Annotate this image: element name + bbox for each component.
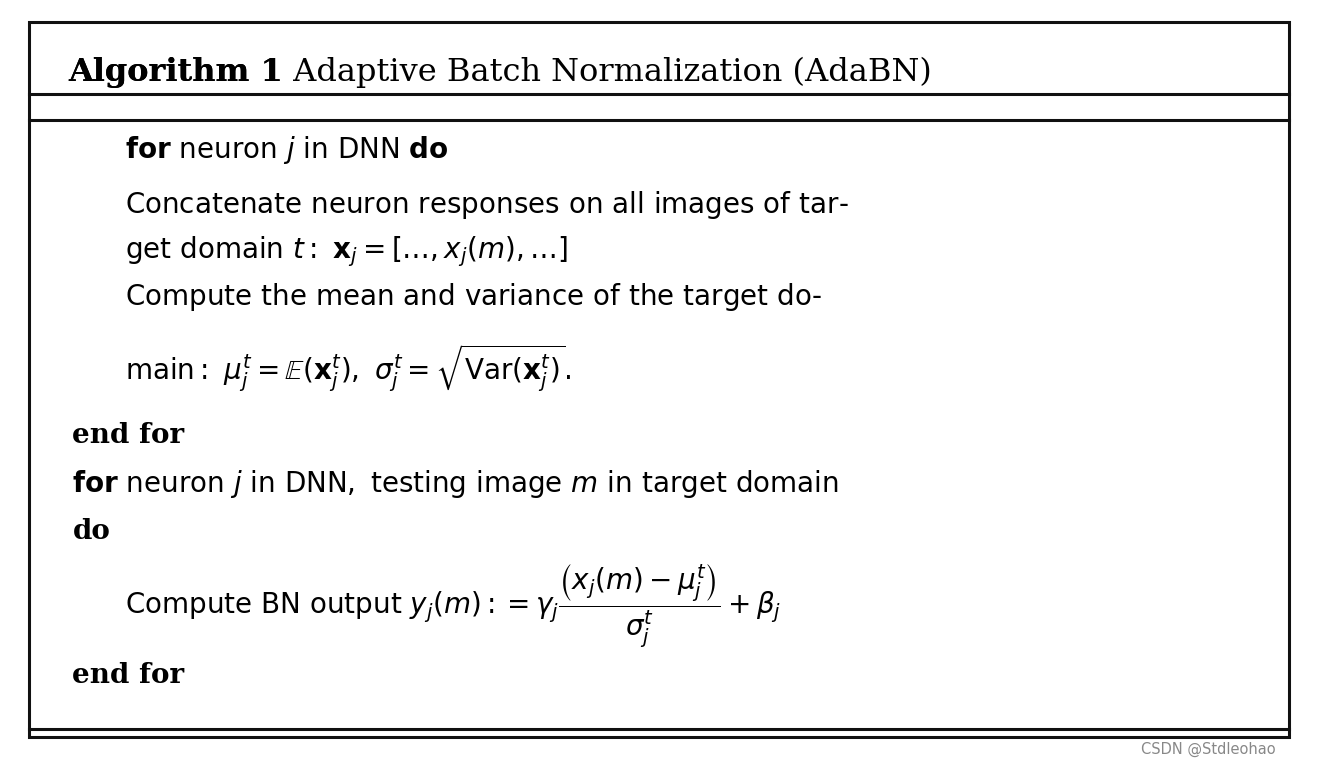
Text: Algorithm 1: Algorithm 1 xyxy=(69,57,283,87)
Text: $\mathrm{main:\ }\mu_j^t = \mathbb{E}(\mathbf{x}_j^t),\ \sigma_j^t = \sqrt{\math: $\mathrm{main:\ }\mu_j^t = \mathbb{E}(\m… xyxy=(125,343,572,395)
Text: end for: end for xyxy=(72,421,185,449)
FancyBboxPatch shape xyxy=(29,22,1289,737)
Text: $\mathrm{Compute\ BN\ output\ }y_j(m) := \gamma_j \dfrac{\left(x_j(m)-\mu_j^t\ri: $\mathrm{Compute\ BN\ output\ }y_j(m) :=… xyxy=(125,563,782,650)
Text: $\mathbf{for}\ \mathrm{neuron}\ j\ \mathrm{in\ DNN\ }\mathbf{do}$: $\mathbf{for}\ \mathrm{neuron}\ j\ \math… xyxy=(125,134,449,166)
Text: do: do xyxy=(72,518,111,545)
Text: $\mathrm{Compute\ the\ mean\ and\ variance\ of\ the\ target\ do\text{-}}$: $\mathrm{Compute\ the\ mean\ and\ varian… xyxy=(125,281,822,313)
Text: $\mathrm{Concatenate\ neuron\ responses\ on\ all\ images\ of\ tar\text{-}}$: $\mathrm{Concatenate\ neuron\ responses\… xyxy=(125,188,849,221)
Text: $\mathrm{get\ domain\ }t\mathrm{:\  }\mathbf{x}_j = [\ldots, x_j(m), \ldots]$: $\mathrm{get\ domain\ }t\mathrm{:\ }\mat… xyxy=(125,234,568,269)
Text: Algorithm 1: Algorithm 1 xyxy=(69,57,283,87)
Text: $\mathbf{for}\ \mathrm{neuron\ }j\mathrm{\ in\ DNN,\ testing\ image\ }m\mathrm{\: $\mathbf{for}\ \mathrm{neuron\ }j\mathrm… xyxy=(72,468,840,500)
Text: CSDN @Stdleohao: CSDN @Stdleohao xyxy=(1141,741,1276,757)
Text: Adaptive Batch Normalization (AdaBN): Adaptive Batch Normalization (AdaBN) xyxy=(283,57,932,87)
Text: end for: end for xyxy=(72,662,185,689)
